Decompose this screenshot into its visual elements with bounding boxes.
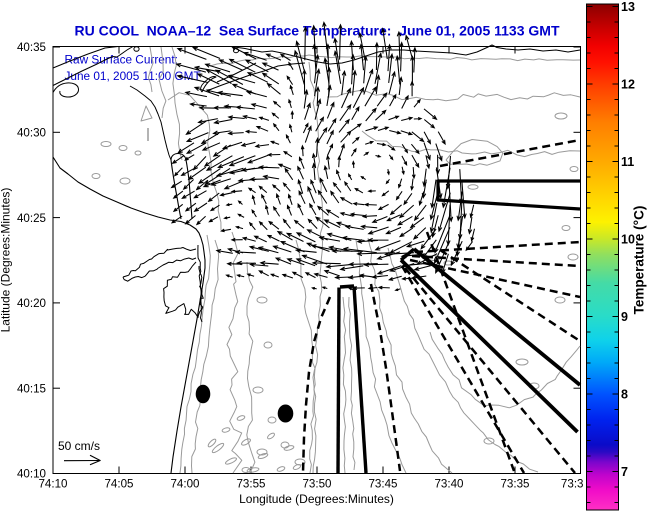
svg-text:40:20: 40:20: [17, 297, 46, 310]
svg-text:74:00: 74:00: [170, 477, 199, 490]
svg-text:50 cm/s: 50 cm/s: [58, 439, 100, 453]
svg-text:11: 11: [621, 155, 634, 169]
svg-text:40:30: 40:30: [17, 127, 46, 140]
svg-text:12: 12: [621, 78, 635, 92]
svg-text:13: 13: [621, 0, 635, 14]
svg-text:73:50: 73:50: [302, 477, 331, 490]
svg-text:Latitude (Degrees:Minutes): Latitude (Degrees:Minutes): [0, 188, 13, 333]
svg-text:9: 9: [621, 310, 628, 324]
svg-text:40:25: 40:25: [17, 212, 46, 225]
svg-text:8: 8: [621, 388, 628, 402]
svg-text:73:40: 73:40: [434, 477, 463, 490]
svg-text:40:15: 40:15: [17, 382, 46, 395]
svg-text:73:35: 73:35: [500, 477, 529, 490]
svg-text:73:45: 73:45: [368, 477, 397, 490]
svg-text:Longitude (Degrees:Minutes): Longitude (Degrees:Minutes): [239, 492, 394, 506]
svg-text:73:3: 73:3: [561, 477, 584, 490]
svg-text:40:35: 40:35: [17, 41, 46, 54]
svg-text:Raw Surface Current:: Raw Surface Current:: [65, 53, 178, 67]
svg-text:74:05: 74:05: [104, 477, 133, 490]
svg-text:40:10: 40:10: [17, 468, 46, 481]
svg-text:RU COOL NOAA–12 Sea Surface: RU COOL NOAA–12 Sea Surface Temperature:…: [74, 23, 559, 39]
svg-text:7: 7: [621, 465, 628, 479]
svg-text:10: 10: [621, 233, 635, 247]
svg-text:June 01, 2005 11:00 GMT: June 01, 2005 11:00 GMT: [65, 69, 201, 83]
svg-text:73:55: 73:55: [236, 477, 265, 490]
svg-text:74:10: 74:10: [38, 477, 67, 490]
svg-text:Temperature (°C): Temperature (°C): [632, 206, 647, 315]
